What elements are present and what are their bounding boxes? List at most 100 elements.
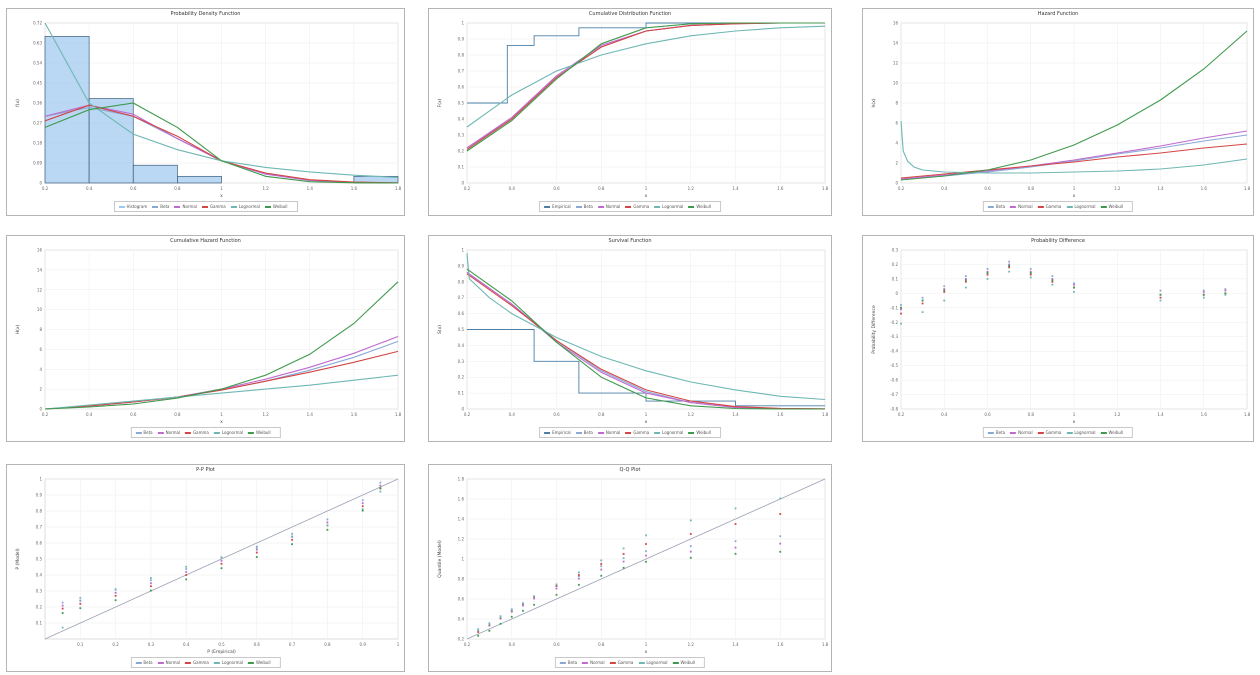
legend: Beta Normal Gamma Lognormal Weibull	[130, 427, 281, 438]
x-tick-label: 1	[645, 642, 648, 647]
data-point-beta	[477, 628, 480, 631]
y-tick-label: 1.6	[458, 497, 465, 502]
y-tick-label: 0.2	[458, 637, 465, 642]
x-tick-label: 0.6	[984, 186, 991, 191]
x-tick-label: 1	[1073, 412, 1076, 417]
data-point-lognormal	[555, 583, 558, 586]
series-line-empirical	[467, 329, 825, 407]
y-tick-label: 0.54	[33, 61, 42, 66]
y-tick-label: -0.7	[890, 392, 898, 397]
data-point-lognormal	[361, 508, 364, 511]
data-point-weibull	[185, 578, 188, 581]
y-tick-label: 0.2	[458, 149, 465, 154]
legend-label: Weibull	[680, 660, 696, 665]
data-point-lognormal	[943, 299, 946, 302]
series-line-lognormal	[900, 120, 1248, 174]
x-tick-label: 0.4	[183, 642, 190, 647]
legend-swatch	[118, 206, 125, 208]
y-tick-label: 0.6	[458, 311, 465, 316]
data-point-lognormal	[1073, 290, 1075, 293]
legend-label: Gamma	[1045, 430, 1062, 435]
x-tick-label: 0.4	[509, 186, 516, 191]
series-line-lognormal	[466, 253, 826, 401]
y-tick-label: 0.7	[458, 69, 465, 74]
data-point-normal	[1073, 283, 1075, 286]
data-point-gamma	[220, 562, 223, 565]
y-tick-label: 6	[895, 121, 898, 126]
y-tick-label: 0.4	[458, 343, 465, 348]
legend-swatch	[597, 432, 604, 434]
y-tick-label: 0.8	[458, 53, 465, 58]
y-tick-label: 1	[461, 557, 464, 562]
legend-item: Gamma	[185, 658, 209, 667]
x-tick-label: 1.4	[732, 642, 739, 647]
x-tick-label: 1.8	[822, 186, 829, 191]
data-point-weibull	[1029, 272, 1032, 274]
legend-item: Beta	[135, 658, 153, 667]
data-point-weibull	[986, 272, 989, 274]
series-line-lognormal	[466, 25, 826, 128]
legend-item: Normal	[174, 202, 197, 211]
x-tick-label: 0.6	[254, 642, 261, 647]
legend: Empirical Beta Normal Gamma Lognormal Weibull	[539, 427, 721, 438]
x-axis-label: x	[645, 194, 648, 199]
legend-item: Gamma	[625, 428, 649, 437]
legend-label: Beta	[995, 204, 1006, 209]
y-tick-label: 0.6	[458, 85, 465, 90]
reference-line	[466, 478, 826, 640]
legend-swatch	[1100, 206, 1107, 208]
y-axis-label: Quantile (Model)	[437, 540, 443, 578]
data-point-lognormal	[499, 616, 502, 619]
data-point-gamma	[986, 273, 989, 276]
hazard-chart: 0 2 4 6 8 10 12 14 16 0.2 0.4 0.6 0.8 1 1.2 1.4 1.6 1.8 x h…	[871, 21, 1251, 200]
data-point-gamma	[1029, 273, 1032, 276]
data-point-lognormal	[964, 286, 967, 289]
qq-chart: 0.2 0.4 0.6 0.8 1 1.2 1.4 1.6 1.8 0.2 0.4 0.6 0.8 1 1.…	[437, 477, 829, 656]
x-tick-label: 0.2	[464, 412, 471, 417]
x-tick-label: 1.8	[395, 412, 402, 417]
y-axis-label: P (Model)	[15, 548, 21, 569]
data-point-gamma	[1008, 266, 1011, 269]
data-point-weibull	[577, 583, 580, 586]
data-point-beta	[986, 267, 989, 270]
y-tick-label: 12	[893, 61, 899, 66]
data-point-normal	[1029, 270, 1032, 273]
pdiff-chart: -0.8 -0.7 -0.6 -0.5 -0.4 -0.3 -0.2 -0.1 0 0.1 0.2 0…	[871, 248, 1251, 426]
histogram-bar	[132, 164, 178, 184]
legend-label: Normal	[605, 430, 621, 435]
data-point-normal	[645, 554, 647, 557]
y-tick-label: 0	[895, 291, 898, 296]
data-point-weibull	[220, 567, 223, 570]
data-point-lognormal	[291, 535, 293, 538]
data-point-weibull	[964, 279, 967, 282]
x-tick-label: 0.6	[553, 642, 560, 647]
data-point-beta	[379, 481, 382, 484]
legend-item: Beta	[135, 428, 153, 437]
series-line-weibull	[900, 30, 1248, 181]
x-tick-label: 1.6	[1201, 186, 1208, 191]
x-tick-label: 0.8	[174, 412, 181, 417]
data-point-lognormal	[488, 623, 491, 626]
data-point-lognormal	[900, 322, 902, 325]
y-tick-label: 0.6	[458, 597, 465, 602]
legend-label: Lognormal	[221, 430, 244, 435]
legend-label: Empirical	[552, 204, 571, 209]
panel-cdf: Cumulative Distribution Function 0 0.1 0.2…	[428, 8, 832, 216]
panel-pdf: Probability Density Function 0 0.09 0.18 0.…	[6, 8, 405, 216]
data-point-weibull	[477, 634, 480, 637]
data-point-lognormal	[379, 490, 382, 493]
x-tick-label: 0.8	[1028, 412, 1035, 417]
series-line-weibull	[44, 281, 399, 410]
legend-swatch	[248, 432, 255, 434]
x-tick-label: 0.6	[984, 412, 991, 417]
y-tick-label: 0.9	[458, 37, 465, 42]
legend-item: Lognormal	[654, 202, 683, 211]
data-point-lognormal	[79, 599, 82, 602]
y-tick-label: 0.9	[36, 493, 43, 498]
data-point-lognormal	[185, 565, 188, 568]
panel-pdiff: Probability Difference -0.8 -0.7 -0.6 -0.5-…	[862, 235, 1254, 442]
x-tick-label: 0.2	[464, 186, 471, 191]
legend-item: Gamma	[185, 428, 209, 437]
y-tick-label: -0.6	[890, 378, 898, 383]
data-point-weibull	[291, 543, 293, 546]
